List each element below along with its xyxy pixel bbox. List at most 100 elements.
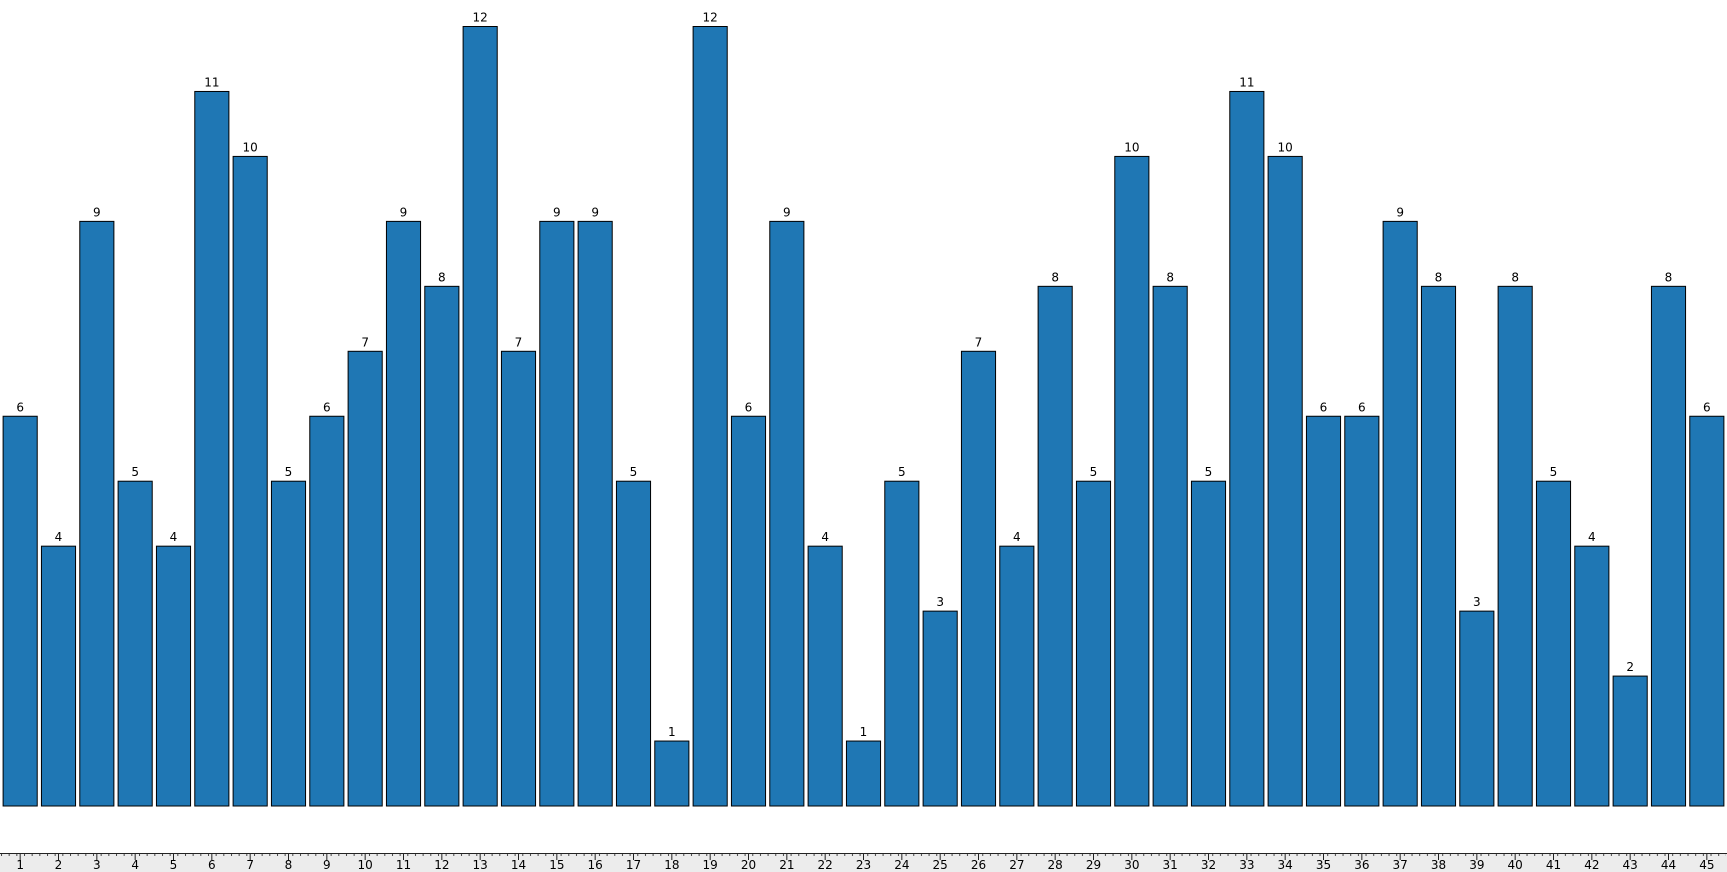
bar	[155, 545, 192, 807]
data-label: 4	[55, 530, 63, 544]
x-tick-label: 40	[1508, 858, 1523, 872]
bar	[1305, 415, 1342, 807]
data-label: 6	[1358, 400, 1366, 414]
x-tick-label: 27	[1009, 858, 1024, 872]
x-tick-label: 35	[1316, 858, 1331, 872]
x-tick-label: 2	[55, 858, 63, 872]
data-label: 9	[591, 205, 599, 219]
bar	[2, 415, 38, 807]
bar	[960, 350, 997, 807]
x-tick-label: 5	[170, 858, 178, 872]
data-label: 8	[1665, 270, 1673, 284]
data-label: 6	[16, 400, 24, 414]
x-tick-label: 3	[93, 858, 101, 872]
data-label: 6	[1320, 400, 1328, 414]
bar	[692, 26, 728, 807]
x-tick-label: 44	[1661, 858, 1676, 872]
data-label: 11	[1239, 75, 1254, 89]
bar	[1190, 480, 1227, 807]
x-tick-label: 39	[1469, 858, 1484, 872]
data-label: 3	[1473, 595, 1481, 609]
bar	[1075, 480, 1112, 807]
data-label: 5	[630, 465, 638, 479]
x-tick-label: 9	[323, 858, 331, 872]
data-label: 4	[170, 530, 178, 544]
data-label: 7	[515, 335, 523, 349]
data-label: 4	[1013, 530, 1021, 544]
data-label: 5	[1090, 465, 1098, 479]
bar	[1037, 285, 1073, 807]
x-tick-label: 32	[1201, 858, 1216, 872]
bar	[615, 480, 652, 807]
bar	[1689, 415, 1725, 807]
bar	[1267, 155, 1303, 807]
x-tick-label: 22	[818, 858, 833, 872]
bar	[1612, 675, 1648, 807]
x-tick-label: 8	[285, 858, 293, 872]
x-tick-label: 38	[1431, 858, 1446, 872]
x-tick-label: 26	[971, 858, 986, 872]
bar	[270, 480, 307, 807]
bar	[1344, 415, 1380, 807]
data-label: 5	[285, 465, 293, 479]
bar	[385, 220, 422, 807]
x-tick-label: 33	[1239, 858, 1254, 872]
data-label: 9	[1396, 205, 1404, 219]
data-label: 4	[1588, 530, 1596, 544]
x-tick-label: 41	[1546, 858, 1561, 872]
bar	[347, 350, 383, 807]
data-label: 5	[131, 465, 139, 479]
bar	[194, 90, 230, 807]
x-tick-label: 16	[588, 858, 603, 872]
x-tick-label: 10	[358, 858, 373, 872]
x-tick-label: 25	[933, 858, 948, 872]
bar	[884, 480, 920, 807]
data-label: 8	[1051, 270, 1059, 284]
x-tick-label: 20	[741, 858, 756, 872]
bar	[79, 220, 115, 807]
bar	[730, 415, 767, 807]
data-label: 4	[821, 530, 829, 544]
bar	[1574, 545, 1610, 807]
data-label: 10	[243, 140, 258, 154]
x-tick-label: 29	[1086, 858, 1101, 872]
data-label: 1	[668, 725, 676, 739]
x-tick-label: 34	[1278, 858, 1293, 872]
x-tick-label: 28	[1048, 858, 1063, 872]
data-label: 8	[438, 270, 446, 284]
x-tick-label: 14	[511, 858, 526, 872]
bar	[807, 545, 843, 807]
data-label: 11	[204, 75, 219, 89]
data-label: 5	[1205, 465, 1213, 479]
bar	[1497, 285, 1533, 807]
bar	[232, 155, 268, 807]
bar	[40, 545, 77, 807]
bar	[1229, 90, 1265, 807]
bar	[999, 545, 1035, 807]
bar	[1420, 285, 1457, 807]
data-label: 9	[93, 205, 101, 219]
data-label: 9	[553, 205, 561, 219]
x-tick-label: 12	[434, 858, 449, 872]
data-label: 8	[1435, 270, 1443, 284]
data-label: 9	[783, 205, 791, 219]
x-tick-label: 37	[1393, 858, 1408, 872]
bar	[1152, 285, 1188, 807]
data-label: 3	[936, 595, 944, 609]
x-tick-label: 23	[856, 858, 871, 872]
x-tick-label: 31	[1163, 858, 1178, 872]
x-tick-label: 6	[208, 858, 216, 872]
bar	[539, 220, 575, 807]
bar	[1382, 220, 1418, 807]
data-label: 10	[1124, 140, 1139, 154]
data-label: 12	[473, 11, 488, 25]
x-tick-label: 36	[1354, 858, 1369, 872]
x-tick-label: 43	[1623, 858, 1638, 872]
x-tick-label: 24	[894, 858, 909, 872]
data-label: 7	[975, 335, 983, 349]
bar	[654, 740, 690, 807]
bar	[922, 610, 958, 807]
axis-strip	[0, 854, 1727, 872]
data-label: 5	[898, 465, 906, 479]
